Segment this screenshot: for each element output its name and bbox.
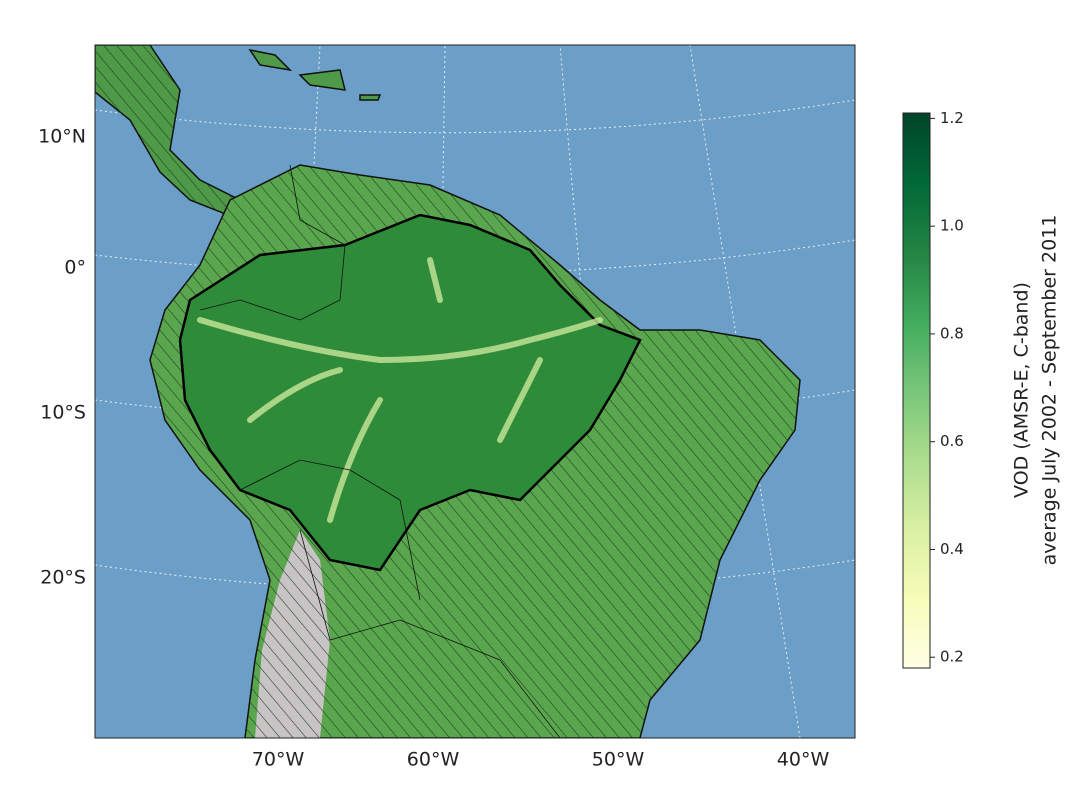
colorbar-tick-label: 1.2 [940, 109, 964, 127]
lat-label: 20°S [40, 567, 86, 589]
hatch [95, 45, 240, 215]
colorbar-tick-label: 0.4 [940, 540, 964, 558]
colorbar-tick-label: 1.0 [940, 217, 964, 235]
lon-label: 60°W [407, 749, 460, 771]
islands [248, 48, 382, 101]
lon-label: 70°W [252, 749, 305, 771]
amazon-basin [178, 213, 642, 572]
colorbar-label: average July 2002 - September 2011 [1039, 215, 1061, 566]
map-frame [94, 44, 856, 739]
colorbar-tick-label: 0.8 [940, 324, 964, 342]
colorbar-tick-label: 0.6 [940, 432, 964, 450]
colorbar-tick-label: 0.2 [940, 648, 964, 666]
lon-label: 50°W [592, 749, 645, 771]
rivers [197, 257, 603, 523]
lat-label: 10°S [40, 402, 86, 424]
borders [199, 164, 561, 738]
colorbar [902, 112, 931, 669]
lat-label: 10°N [38, 126, 86, 148]
colorbar-label: VOD (AMSR-E, C-band) [1011, 282, 1033, 498]
lon-label: 40°W [777, 749, 830, 771]
lat-label: 0° [64, 257, 86, 279]
map [95, 45, 855, 738]
